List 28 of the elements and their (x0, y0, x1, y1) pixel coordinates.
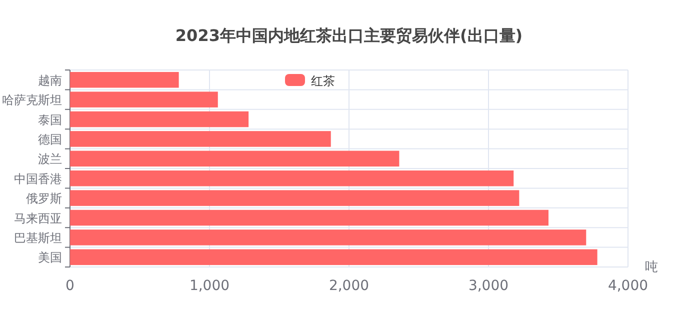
bar (70, 210, 548, 226)
bar (70, 170, 514, 186)
y-tick-label: 波兰 (38, 152, 62, 166)
y-tick-label: 巴基斯坦 (14, 230, 62, 245)
x-tick-label: 0 (66, 278, 74, 294)
chart-title: 2023年中国内地红茶出口主要贸易伙伴(出口量) (175, 26, 523, 45)
bar (70, 190, 520, 206)
bar (70, 92, 218, 108)
x-tick-label: 4,000 (608, 278, 648, 294)
y-tick-label: 泰国 (38, 112, 62, 127)
bar (70, 72, 179, 88)
y-tick-label: 哈萨克斯坦 (2, 93, 62, 108)
y-tick-label: 美国 (38, 250, 62, 265)
y-tick-label: 中国香港 (14, 172, 62, 186)
y-tick-label: 俄罗斯 (26, 192, 62, 206)
bar (70, 111, 249, 128)
x-axis-title: 吨 (645, 260, 658, 275)
bar (70, 150, 400, 167)
bar (70, 249, 598, 266)
legend-label: 红茶 (311, 74, 335, 88)
bar (70, 131, 331, 147)
x-tick-label: 3,000 (468, 278, 509, 294)
x-tick-label: 2,000 (328, 278, 370, 294)
y-tick-label: 马来西亚 (14, 211, 62, 226)
bar (70, 230, 586, 246)
y-tick-label: 德国 (38, 132, 62, 146)
x-tick-label: 1,000 (189, 278, 230, 294)
y-tick-label: 越南 (38, 73, 62, 88)
